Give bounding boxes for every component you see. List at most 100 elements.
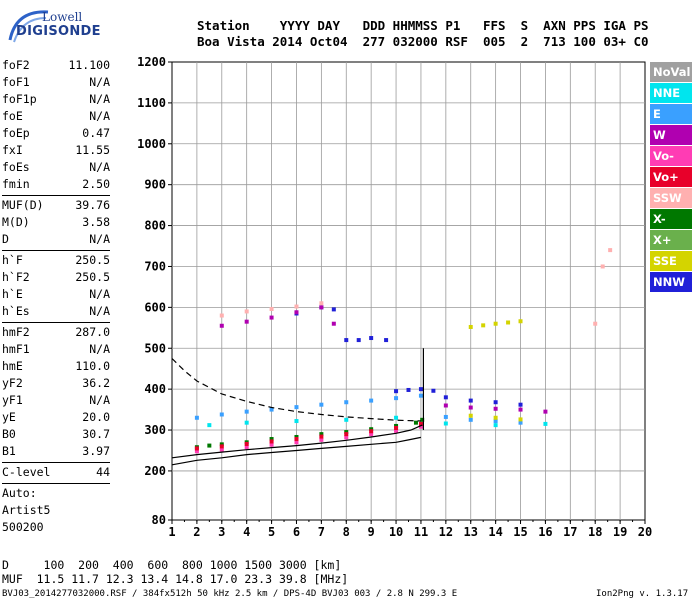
param-separator bbox=[2, 462, 110, 463]
data-point-e bbox=[319, 402, 324, 407]
data-point-nne bbox=[244, 420, 249, 425]
data-point-nnw bbox=[443, 395, 448, 400]
param-value: N/A bbox=[89, 92, 110, 106]
param-name: h`E bbox=[2, 287, 23, 301]
x-tick-label: 17 bbox=[563, 525, 577, 539]
trace-dashed bbox=[171, 358, 421, 422]
param-name: foEp bbox=[2, 126, 30, 140]
data-point-e bbox=[194, 415, 199, 420]
data-point-nnw bbox=[418, 387, 423, 392]
x-tick-label: 11 bbox=[414, 525, 428, 539]
legend-item-x-: X- bbox=[650, 209, 692, 229]
param-value: N/A bbox=[89, 75, 110, 89]
y-tick-label: 1100 bbox=[137, 96, 166, 110]
data-point-x- bbox=[369, 427, 374, 432]
header-row-values: Boa Vista 2014 Oct04 277 032000 RSF 005 … bbox=[197, 34, 649, 49]
data-point-ssw bbox=[600, 264, 605, 269]
data-point-vo- bbox=[194, 449, 199, 454]
legend-item-nne: NNE bbox=[650, 83, 692, 103]
trace-solid-upper bbox=[171, 424, 423, 459]
param-row: h`E N/A bbox=[2, 287, 110, 304]
param-name: h`F2 bbox=[2, 270, 30, 284]
param-value: N/A bbox=[89, 287, 110, 301]
logo-lowell: Lowell bbox=[42, 10, 83, 24]
data-point-vo- bbox=[194, 446, 199, 451]
param-row: B0 30.7 bbox=[2, 427, 110, 444]
param-name: Artist5 bbox=[2, 503, 51, 517]
param-row: B1 3.97 bbox=[2, 444, 110, 461]
data-point-nnw bbox=[493, 400, 498, 405]
param-value: N/A bbox=[89, 160, 110, 174]
data-point-vo- bbox=[244, 445, 249, 450]
param-name: foF2 bbox=[2, 58, 30, 72]
data-point-vo- bbox=[418, 424, 423, 429]
param-separator bbox=[2, 322, 110, 323]
data-point-sse bbox=[518, 319, 523, 324]
data-point-nnw bbox=[394, 389, 399, 394]
data-point-ssw bbox=[219, 313, 224, 318]
param-name: foE bbox=[2, 109, 23, 123]
data-point-sse bbox=[518, 417, 523, 422]
data-point-w bbox=[269, 315, 274, 320]
y-tick-label: 80 bbox=[152, 513, 166, 527]
data-point-w bbox=[468, 405, 473, 410]
data-point-vo- bbox=[418, 421, 423, 426]
data-point-e bbox=[468, 417, 473, 422]
data-point-e bbox=[518, 420, 523, 425]
data-point-vo- bbox=[269, 439, 274, 444]
param-row: yF2 36.2 bbox=[2, 376, 110, 393]
data-point-vo- bbox=[269, 442, 274, 447]
param-name: h`F bbox=[2, 253, 23, 267]
param-row: fxI 11.55 bbox=[2, 143, 110, 160]
param-value: 250.5 bbox=[75, 270, 110, 284]
y-tick-label: 700 bbox=[144, 259, 166, 273]
data-point-nne bbox=[543, 421, 548, 426]
y-tick-label: 600 bbox=[144, 300, 166, 314]
legend: NoVal NNE E W Vo- Vo+ SSW X- X+ SSE NNW bbox=[650, 62, 692, 293]
param-row: foEp 0.47 bbox=[2, 126, 110, 143]
param-value: 30.7 bbox=[82, 427, 110, 441]
data-point-nne bbox=[344, 417, 349, 422]
data-point-vo- bbox=[394, 428, 399, 433]
data-point-e bbox=[269, 407, 274, 412]
y-tick-label: 300 bbox=[144, 423, 166, 437]
y-tick-label: 1000 bbox=[137, 137, 166, 151]
data-point-vo- bbox=[294, 440, 299, 445]
logo-arc-icon bbox=[8, 10, 49, 43]
param-row: foF1 N/A bbox=[2, 75, 110, 92]
param-row: h`F2 250.5 bbox=[2, 270, 110, 287]
x-tick-label: 19 bbox=[613, 525, 627, 539]
param-value: N/A bbox=[89, 232, 110, 246]
x-tick-label: 5 bbox=[268, 525, 275, 539]
y-tick-label: 900 bbox=[144, 178, 166, 192]
data-point-vo- bbox=[244, 441, 249, 446]
data-point-sse bbox=[493, 321, 498, 326]
footer-muf-row: MUF 11.5 11.7 12.3 13.4 14.8 17.0 23.3 3… bbox=[2, 572, 349, 586]
data-point-ssw bbox=[608, 248, 613, 253]
parameter-panel: foF2 11.100 foF1 N/A foF1p N/A foE N/A foEp 0.47 f… bbox=[2, 58, 110, 537]
param-row: MUF(D) 39.76 bbox=[2, 198, 110, 215]
data-point-w bbox=[518, 407, 523, 412]
data-point-x- bbox=[413, 420, 418, 425]
param-name: fxI bbox=[2, 143, 23, 157]
param-name: B1 bbox=[2, 444, 16, 458]
data-point-vo- bbox=[344, 432, 349, 437]
x-tick-label: 4 bbox=[243, 525, 250, 539]
param-name: foF1p bbox=[2, 92, 37, 106]
data-point-nnw bbox=[406, 387, 411, 392]
data-point-e bbox=[493, 419, 498, 424]
data-point-w bbox=[543, 409, 548, 414]
x-tick-label: 20 bbox=[638, 525, 652, 539]
param-row: fmin 2.50 bbox=[2, 177, 110, 194]
data-point-x- bbox=[344, 430, 349, 435]
param-name: yF1 bbox=[2, 393, 23, 407]
x-tick-label: 12 bbox=[439, 525, 453, 539]
param-value: N/A bbox=[89, 304, 110, 318]
data-point-sse bbox=[493, 415, 498, 420]
data-point-w bbox=[319, 305, 324, 310]
param-value: 3.97 bbox=[82, 444, 110, 458]
data-point-vo- bbox=[319, 434, 324, 439]
param-row: h`Es N/A bbox=[2, 304, 110, 321]
param-value: N/A bbox=[89, 109, 110, 123]
data-point-ssw bbox=[294, 304, 299, 309]
